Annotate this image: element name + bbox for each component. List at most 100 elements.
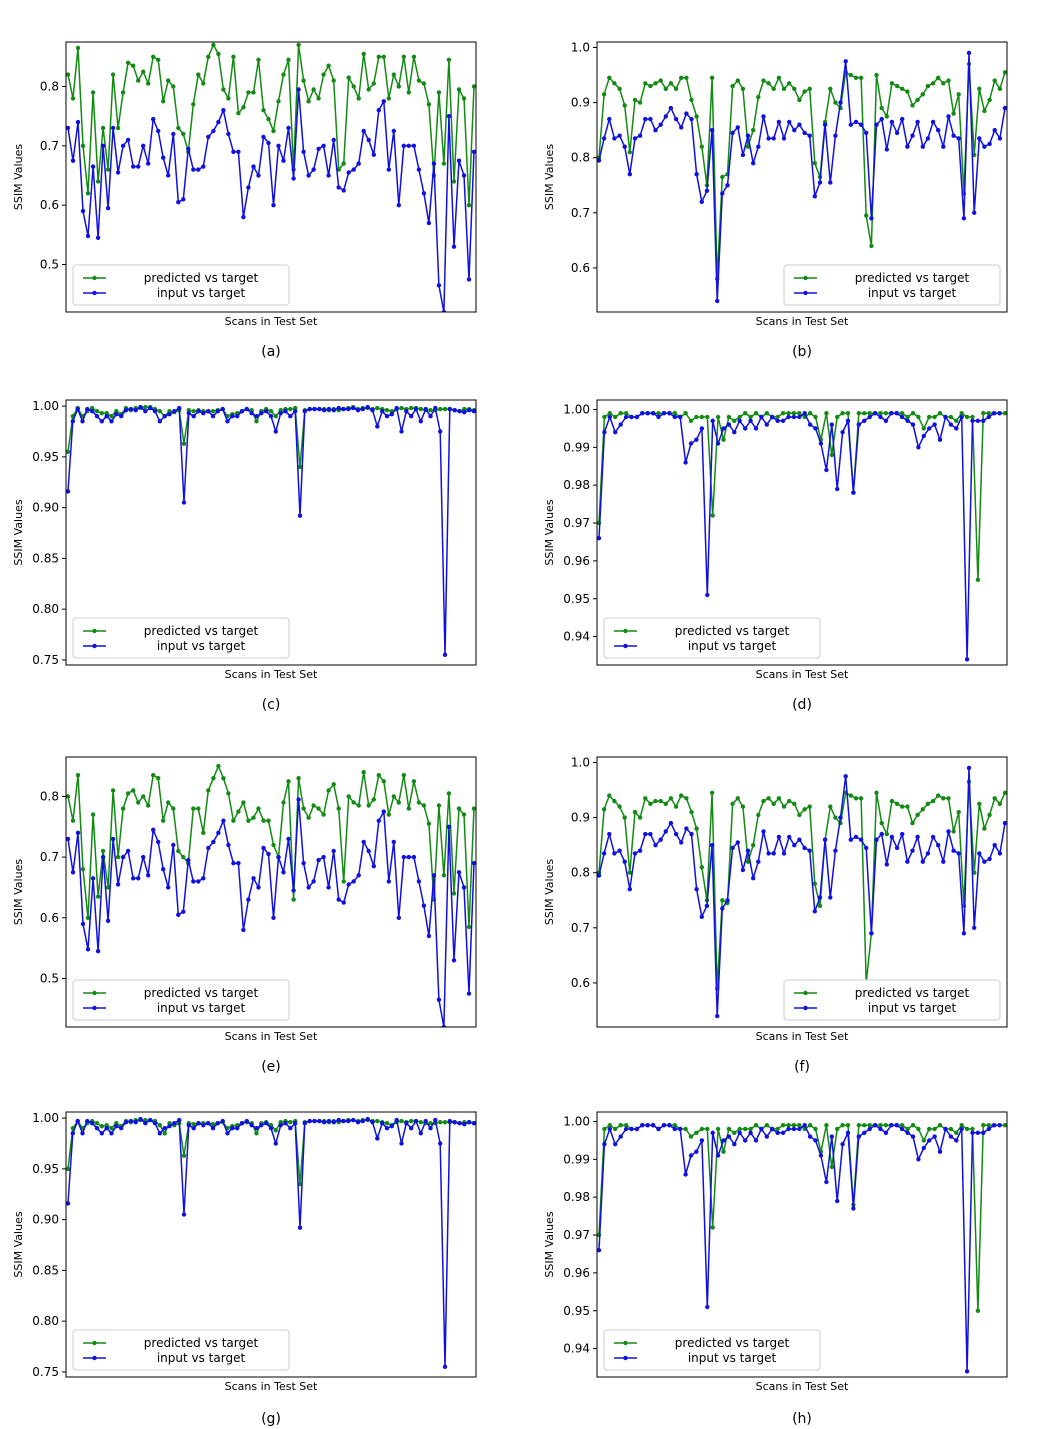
data-point: [311, 167, 316, 172]
data-point: [932, 1126, 937, 1132]
data-point: [176, 912, 181, 917]
data-point: [296, 42, 301, 48]
data-point: [607, 414, 612, 420]
data-point: [254, 419, 259, 424]
data-point: [663, 114, 668, 119]
data-point: [226, 131, 231, 137]
chart-panel-g: 0.75 0.80 0.85 0.90 0.95 1.00 Scans in Test Se…: [12, 1111, 477, 1427]
data-point: [293, 1121, 298, 1126]
data-point: [66, 1166, 71, 1172]
data-point: [867, 1126, 872, 1132]
data-point: [273, 1141, 278, 1146]
data-point: [709, 843, 715, 848]
data-point: [66, 72, 71, 77]
data-point: [391, 72, 396, 77]
data-point: [862, 1130, 867, 1136]
data-point: [748, 418, 753, 423]
data-point: [843, 59, 848, 64]
data-point: [737, 1126, 742, 1132]
data-point: [409, 414, 414, 419]
y-tick-label: 0.8: [571, 866, 590, 880]
data-point: [406, 90, 411, 95]
data-point: [162, 1126, 167, 1131]
data-point: [196, 1121, 201, 1126]
data-point: [932, 422, 937, 427]
data-point: [442, 652, 448, 657]
data-point: [766, 796, 771, 801]
data-point: [230, 1126, 235, 1131]
data-point: [780, 1123, 786, 1128]
data-point: [797, 122, 802, 127]
data-point: [715, 1013, 720, 1019]
data-point: [316, 806, 321, 811]
data-point: [446, 57, 452, 62]
data-point: [878, 411, 883, 416]
data-point: [276, 854, 281, 860]
data-point: [607, 75, 612, 81]
data-point: [845, 411, 851, 416]
data-point: [927, 414, 932, 420]
data-point: [254, 414, 259, 419]
data-point: [85, 191, 91, 196]
data-point: [766, 136, 771, 141]
data-point: [643, 116, 648, 122]
series-line: [67, 798, 475, 1027]
data-point: [356, 803, 361, 808]
data-point: [987, 856, 992, 862]
data-point: [1002, 411, 1007, 416]
data-point: [413, 406, 419, 412]
data-point: [730, 130, 735, 136]
data-point: [699, 1138, 705, 1143]
data-point: [416, 78, 422, 83]
data-point: [244, 1118, 249, 1124]
data-point: [872, 411, 878, 416]
data-point: [689, 831, 694, 837]
data-point: [889, 119, 895, 125]
data-point: [94, 1126, 100, 1131]
data-point: [751, 128, 756, 133]
data-point: [726, 1134, 732, 1139]
data-point: [843, 774, 848, 779]
data-point: [226, 791, 231, 796]
data-point: [858, 796, 864, 801]
data-point: [975, 577, 981, 582]
y-axis-label: SSIM Values: [12, 1211, 25, 1277]
data-point: [840, 430, 845, 435]
data-point: [751, 161, 756, 166]
y-tick-label: 0.95: [32, 1162, 59, 1176]
data-point: [236, 861, 241, 866]
data-point: [346, 794, 351, 799]
data-point: [602, 1142, 607, 1147]
data-point: [216, 51, 221, 57]
data-point: [776, 834, 782, 840]
legend-marker: [803, 275, 808, 281]
data-point: [109, 419, 114, 424]
data-point: [740, 867, 746, 873]
data-point: [148, 405, 153, 411]
data-point: [910, 103, 915, 108]
data-point: [471, 806, 476, 811]
data-point: [792, 128, 797, 133]
data-point: [441, 873, 447, 878]
legend-marker: [92, 290, 97, 296]
data-point: [743, 1138, 748, 1143]
series-input: [597, 1123, 1002, 1374]
data-point: [807, 422, 813, 427]
data-point: [201, 411, 206, 416]
data-point: [211, 776, 216, 781]
data-point: [375, 1136, 380, 1141]
data-point: [845, 1123, 851, 1128]
data-point: [883, 1123, 889, 1128]
data-point: [894, 411, 899, 416]
data-point: [705, 414, 710, 420]
data-point: [110, 125, 116, 131]
data-point: [710, 1225, 715, 1230]
data-point: [446, 791, 452, 796]
legend-box: [603, 1329, 821, 1371]
data-point: [797, 1123, 802, 1128]
data-point: [775, 414, 780, 420]
data-point: [466, 203, 472, 208]
data-point: [725, 183, 730, 188]
data-point: [181, 500, 187, 505]
